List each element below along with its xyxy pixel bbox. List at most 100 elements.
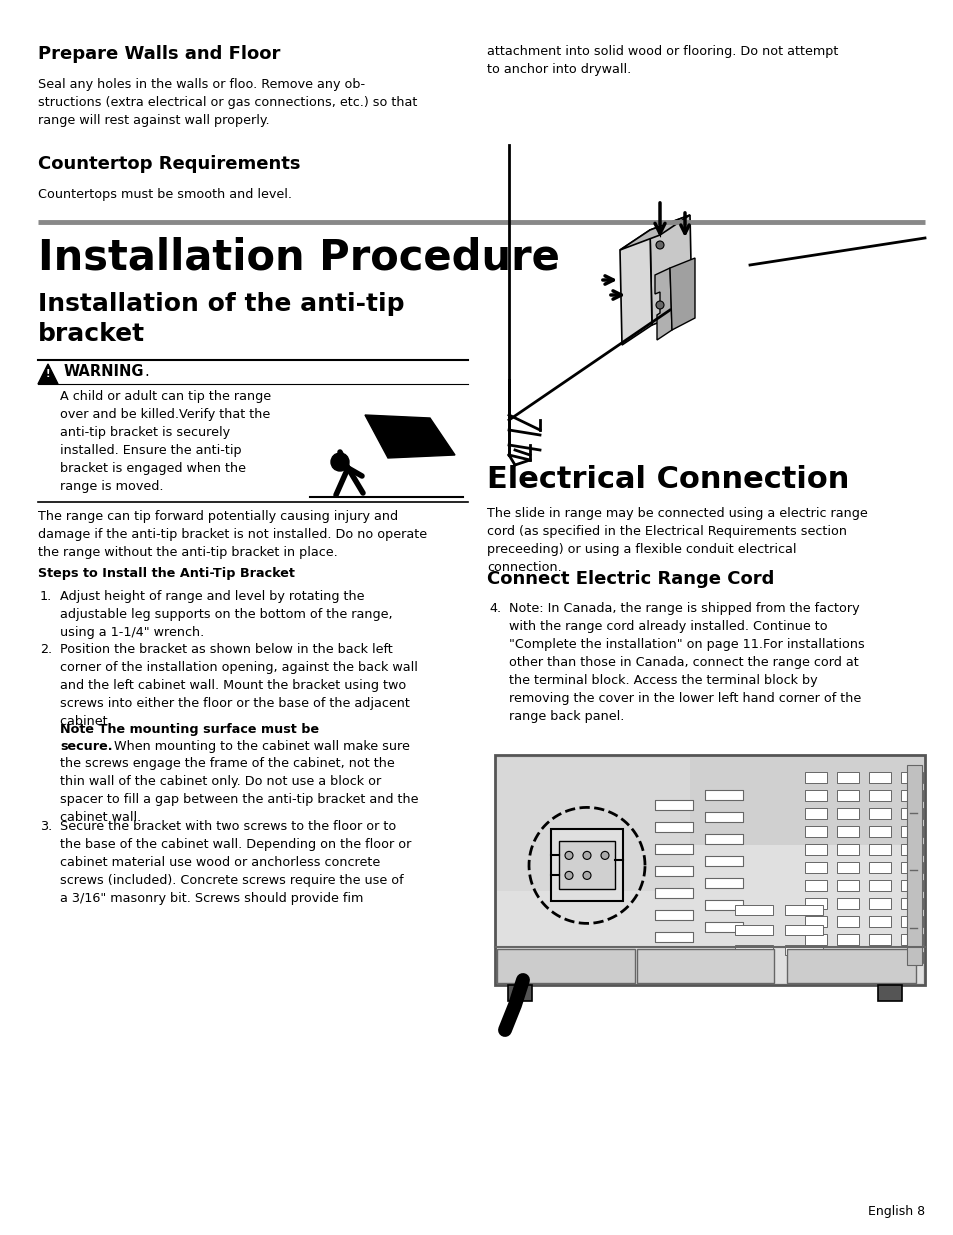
Bar xyxy=(804,898,826,909)
Text: Installation Procedure: Installation Procedure xyxy=(38,237,559,279)
Bar xyxy=(804,772,826,783)
Bar xyxy=(836,844,858,855)
Bar xyxy=(900,862,923,873)
Text: 1.: 1. xyxy=(40,590,52,603)
Text: Steps to Install the Anti-Tip Bracket: Steps to Install the Anti-Tip Bracket xyxy=(38,567,294,580)
Bar xyxy=(868,772,890,783)
Text: The range can tip forward potentially causing injury and
damage if the anti-tip : The range can tip forward potentially ca… xyxy=(38,510,427,559)
Text: Connect Electric Range Cord: Connect Electric Range Cord xyxy=(486,571,774,588)
Circle shape xyxy=(656,241,663,249)
Text: attachment into solid wood or flooring. Do not attempt
to anchor into drywall.: attachment into solid wood or flooring. … xyxy=(486,44,838,77)
Bar xyxy=(804,952,826,963)
Bar xyxy=(497,948,634,983)
Circle shape xyxy=(582,872,590,879)
Polygon shape xyxy=(365,415,455,458)
Bar xyxy=(655,866,692,876)
Bar xyxy=(804,862,826,873)
Bar xyxy=(804,808,826,819)
Bar xyxy=(804,916,826,927)
Bar xyxy=(836,916,858,927)
Bar xyxy=(507,986,532,1002)
Bar xyxy=(655,823,692,832)
Bar xyxy=(804,844,826,855)
Polygon shape xyxy=(619,215,689,249)
Text: !: ! xyxy=(46,369,51,379)
Text: 2.: 2. xyxy=(40,643,52,656)
Text: the screws engage the frame of the cabinet, not the
thin wall of the cabinet onl: the screws engage the frame of the cabin… xyxy=(60,757,418,824)
Bar xyxy=(900,826,923,837)
Bar xyxy=(704,834,742,844)
Bar xyxy=(734,905,772,915)
Circle shape xyxy=(656,301,663,309)
Bar xyxy=(704,923,742,932)
Bar xyxy=(655,932,692,942)
Bar xyxy=(784,945,822,955)
Bar xyxy=(868,844,890,855)
Text: bracket: bracket xyxy=(38,322,145,346)
Bar xyxy=(868,952,890,963)
Bar xyxy=(900,808,923,819)
Text: Electrical Connection: Electrical Connection xyxy=(486,466,848,494)
Bar xyxy=(704,790,742,800)
Text: .: . xyxy=(144,364,149,379)
Circle shape xyxy=(600,851,608,860)
Bar xyxy=(900,790,923,802)
Bar xyxy=(900,934,923,945)
Bar xyxy=(497,845,923,983)
Bar xyxy=(900,916,923,927)
Text: Adjust height of range and level by rotating the
adjustable leg supports on the : Adjust height of range and level by rota… xyxy=(60,590,393,638)
Circle shape xyxy=(582,851,590,860)
Bar xyxy=(786,948,916,983)
Bar xyxy=(836,808,858,819)
Text: Note The mounting surface must be: Note The mounting surface must be xyxy=(60,722,319,736)
Bar xyxy=(655,910,692,920)
Bar xyxy=(900,881,923,890)
Bar xyxy=(906,764,921,965)
Bar xyxy=(704,900,742,910)
Bar xyxy=(655,844,692,853)
Bar xyxy=(704,856,742,866)
Bar xyxy=(900,898,923,909)
Bar xyxy=(497,757,690,890)
Polygon shape xyxy=(669,258,695,330)
Bar xyxy=(655,800,692,810)
Bar xyxy=(836,826,858,837)
Bar xyxy=(836,881,858,890)
Bar xyxy=(900,844,923,855)
Text: When mounting to the cabinet wall make sure: When mounting to the cabinet wall make s… xyxy=(110,740,410,753)
Bar xyxy=(636,948,774,983)
Text: A child or adult can tip the range
over and be killed.Verify that the
anti-tip b: A child or adult can tip the range over … xyxy=(60,390,271,493)
Bar xyxy=(868,790,890,802)
Bar xyxy=(900,772,923,783)
Polygon shape xyxy=(619,230,651,345)
Bar xyxy=(868,862,890,873)
Bar xyxy=(734,925,772,935)
Polygon shape xyxy=(38,364,58,384)
Text: WARNING: WARNING xyxy=(64,364,144,379)
Bar xyxy=(836,772,858,783)
Bar xyxy=(558,841,615,889)
Text: 4.: 4. xyxy=(489,601,500,615)
Bar xyxy=(734,945,772,955)
Bar xyxy=(495,755,924,986)
Text: Note: In Canada, the range is shipped from the factory
with the range cord alrea: Note: In Canada, the range is shipped fr… xyxy=(509,601,863,722)
Circle shape xyxy=(331,453,349,471)
Text: 3.: 3. xyxy=(40,820,52,832)
Text: secure.: secure. xyxy=(60,740,112,753)
Text: Countertops must be smooth and level.: Countertops must be smooth and level. xyxy=(38,188,292,201)
Bar xyxy=(868,826,890,837)
Bar xyxy=(655,888,692,898)
Bar xyxy=(868,881,890,890)
Bar xyxy=(836,898,858,909)
Text: Seal any holes in the walls or floo. Remove any ob-
structions (extra electrical: Seal any holes in the walls or floo. Rem… xyxy=(38,78,417,127)
Bar xyxy=(836,790,858,802)
Bar xyxy=(868,898,890,909)
Text: English 8: English 8 xyxy=(867,1205,924,1218)
Text: Installation of the anti-tip: Installation of the anti-tip xyxy=(38,291,404,316)
Bar xyxy=(836,952,858,963)
Circle shape xyxy=(564,851,573,860)
Bar xyxy=(804,790,826,802)
Bar xyxy=(877,986,901,1002)
Circle shape xyxy=(564,872,573,879)
Bar xyxy=(868,808,890,819)
